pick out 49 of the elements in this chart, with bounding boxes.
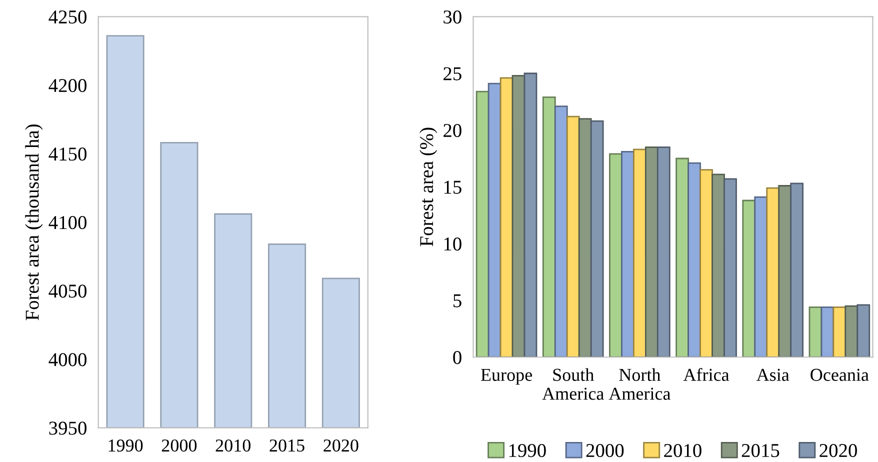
y-tick-label: 0: [453, 350, 462, 364]
bar: [790, 182, 804, 358]
y-tick-label: 10: [444, 237, 462, 251]
bar: [778, 185, 792, 358]
bar: [644, 146, 658, 358]
x-tick-label: Africa: [683, 368, 730, 381]
bar: [633, 148, 646, 358]
y-tick-label: 4200: [48, 78, 86, 92]
x-tick-label: 2020: [324, 439, 358, 452]
y-tick-label: 4050: [48, 284, 86, 298]
bar: [554, 106, 568, 358]
bar: [500, 77, 514, 358]
x-tick-label: Europe: [480, 368, 532, 385]
bar: [712, 174, 725, 358]
x-tick-label: 2010: [216, 439, 250, 452]
bar: [488, 82, 502, 358]
bar: [578, 118, 592, 358]
x-tick-label: North America: [608, 368, 671, 400]
bar: [524, 72, 538, 358]
x-tick-label: Asia: [756, 368, 790, 381]
y-tick-label: 20: [444, 124, 462, 138]
y-tick-label: 4250: [48, 10, 86, 24]
y-tick-label: 30: [444, 10, 462, 24]
x-tick-label: South America: [542, 368, 604, 400]
bar: [656, 146, 670, 358]
bar: [512, 74, 526, 358]
x-tick-label: 2015: [270, 439, 304, 452]
y-tick-label: 3950: [49, 422, 86, 435]
bar: [542, 96, 556, 358]
y-axis-title: Forest area (thousand ha): [25, 124, 43, 320]
bar: [676, 158, 689, 358]
y-tick-label: 4150: [48, 148, 86, 161]
y-axis-title: Forest area (%): [419, 128, 438, 246]
y-tick-label: 15: [444, 180, 462, 194]
bar: [724, 178, 737, 358]
bar: [688, 162, 701, 358]
bar: [590, 120, 604, 358]
y-tick-label: 5: [454, 294, 462, 308]
y-tick-label: 4100: [48, 216, 86, 230]
x-tick-label: Oceania: [810, 368, 869, 381]
x-tick-label: 1990: [108, 439, 143, 452]
x-tick-label: 2000: [162, 439, 197, 452]
y-tick-label: 25: [444, 67, 462, 80]
bar: [856, 304, 870, 358]
bar: [566, 116, 580, 358]
bar: [621, 151, 634, 358]
bar: [476, 90, 490, 358]
bar: [700, 169, 713, 358]
y-tick-label: 4000: [48, 353, 86, 366]
